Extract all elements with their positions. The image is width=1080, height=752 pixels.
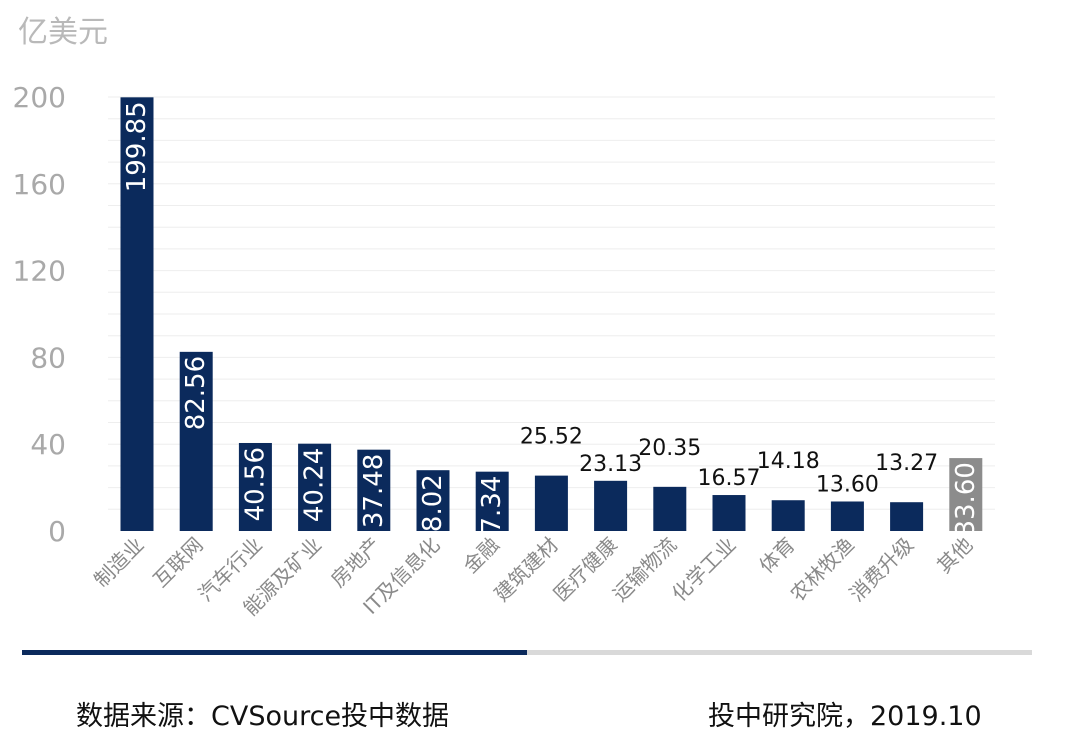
y-tick-label: 0 [48, 515, 66, 548]
bar [712, 495, 746, 531]
value-label: 33.60 [951, 462, 981, 536]
bar [416, 470, 450, 531]
x-tick-label: 运输物流 [608, 533, 682, 607]
x-tick-label: 医疗健康 [549, 533, 623, 607]
x-tick-label: 消费升级 [845, 533, 919, 607]
x-tick-label: 其他 [932, 533, 977, 578]
gridlines [108, 96, 995, 510]
bar [298, 443, 332, 531]
data-source-note: 数据来源：CVSource投中数据 [76, 701, 450, 732]
value-label: 82.56 [181, 356, 211, 430]
bar [534, 475, 568, 531]
value-label: 16.57 [698, 466, 761, 491]
y-tick-label: 200 [13, 81, 66, 114]
value-label: 13.27 [875, 451, 938, 476]
bar [238, 442, 272, 531]
bar [771, 500, 805, 531]
value-label: 37.48 [359, 454, 389, 528]
y-tick-label: 40 [30, 428, 66, 461]
bar-chart: 亿美元 0 40 80 120 160 200 199.85 82.56 40.56 40.24… [13, 15, 1032, 655]
value-label: 23.13 [579, 452, 642, 477]
bar [357, 449, 391, 531]
x-tick-label: 制造业 [89, 533, 148, 592]
value-labels: 199.85 82.56 40.56 40.24 37.48 28.02 27.34 25.5… [122, 101, 981, 550]
x-tick-label: 农林牧渔 [785, 533, 859, 607]
value-label: 40.24 [300, 448, 330, 522]
divider-accent [22, 650, 527, 655]
bar [594, 480, 628, 531]
bar [179, 351, 213, 531]
y-tick-label: 160 [13, 168, 66, 201]
bar [120, 97, 154, 531]
value-label: 13.60 [816, 472, 879, 497]
footer-divider [22, 650, 1032, 655]
value-label: 40.56 [240, 447, 270, 521]
bar [653, 486, 687, 531]
value-label: 199.85 [122, 101, 152, 192]
value-label: 25.52 [520, 425, 583, 450]
x-tick-label: 体育 [754, 533, 799, 578]
value-label: 20.35 [638, 436, 701, 461]
value-label: 14.18 [757, 449, 820, 474]
publisher-date-note: 投中研究院，2019.10 [708, 701, 982, 732]
bar [830, 501, 864, 531]
bar [890, 502, 924, 531]
bar [475, 471, 509, 531]
bar [949, 458, 983, 531]
y-tick-label: 120 [13, 255, 66, 288]
bars [120, 97, 983, 531]
y-axis-unit-label: 亿美元 [18, 15, 108, 50]
value-label: 27.34 [477, 476, 507, 550]
x-tick-label: 化学工业 [667, 533, 741, 607]
value-label: 28.02 [418, 474, 448, 548]
y-axis-ticks: 0 40 80 120 160 200 [13, 81, 66, 548]
y-tick-label: 80 [30, 341, 66, 374]
